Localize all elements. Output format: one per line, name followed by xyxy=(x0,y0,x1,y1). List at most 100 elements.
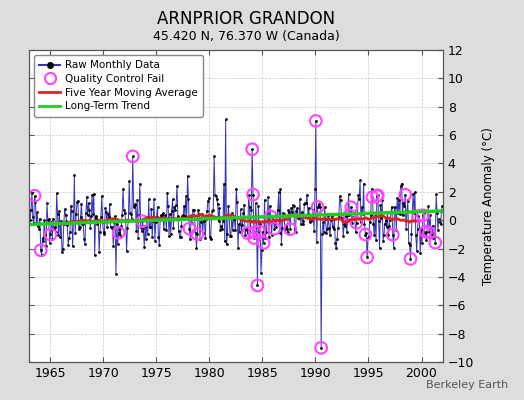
Point xyxy=(31,199,40,205)
Point xyxy=(215,205,224,212)
Point xyxy=(227,210,236,216)
Point xyxy=(307,218,315,224)
Point xyxy=(329,224,337,230)
Point xyxy=(282,226,291,232)
Point xyxy=(84,200,93,206)
Point xyxy=(390,204,399,210)
Point xyxy=(292,208,301,214)
Point xyxy=(105,201,114,207)
Point xyxy=(255,228,264,235)
Point xyxy=(249,191,257,198)
Point xyxy=(100,230,108,237)
Point xyxy=(48,236,57,242)
Point xyxy=(116,232,125,238)
Point xyxy=(145,224,154,230)
Point xyxy=(73,199,81,205)
Point xyxy=(194,207,202,213)
Point xyxy=(259,240,268,246)
Point xyxy=(389,232,397,238)
Point xyxy=(63,222,71,228)
Point xyxy=(312,118,320,124)
Point xyxy=(298,218,307,225)
Point xyxy=(337,214,346,221)
Point xyxy=(307,212,315,219)
Point xyxy=(401,192,409,198)
Point xyxy=(33,209,41,216)
Point xyxy=(336,197,345,204)
Point xyxy=(168,196,177,203)
Point xyxy=(316,204,324,210)
Point xyxy=(403,198,412,204)
Point xyxy=(171,207,179,214)
Point xyxy=(272,223,280,230)
Point xyxy=(358,211,367,217)
Point xyxy=(370,232,378,238)
Point xyxy=(233,199,242,205)
Point xyxy=(182,215,191,222)
Point xyxy=(209,206,217,213)
Point xyxy=(173,212,182,219)
Point xyxy=(321,204,329,211)
Point xyxy=(236,228,244,235)
Point xyxy=(225,212,233,219)
Point xyxy=(122,216,130,223)
Point xyxy=(199,218,208,224)
Point xyxy=(300,200,309,207)
Point xyxy=(108,225,117,231)
Point xyxy=(383,224,391,230)
Point xyxy=(193,231,202,237)
Point xyxy=(294,214,302,221)
Point xyxy=(383,209,391,215)
Point xyxy=(392,227,400,233)
Point xyxy=(151,238,159,244)
Point xyxy=(219,218,227,224)
Point xyxy=(61,212,70,218)
Point xyxy=(187,214,195,220)
Point xyxy=(378,197,386,203)
Point xyxy=(321,216,330,222)
Point xyxy=(80,236,89,242)
Point xyxy=(57,218,66,224)
Point xyxy=(199,230,207,236)
Point xyxy=(105,214,113,220)
Point xyxy=(335,214,343,220)
Point xyxy=(152,213,161,220)
Point xyxy=(141,222,149,229)
Point xyxy=(293,205,301,211)
Point xyxy=(397,182,405,189)
Point xyxy=(128,153,137,160)
Point xyxy=(204,197,212,204)
Point xyxy=(107,224,116,230)
Point xyxy=(331,240,340,246)
Point xyxy=(137,228,146,234)
Point xyxy=(27,206,35,213)
Point xyxy=(129,203,138,210)
Point xyxy=(375,218,383,225)
Point xyxy=(310,228,318,234)
Point xyxy=(87,213,95,220)
Point xyxy=(70,172,79,178)
Point xyxy=(388,204,396,210)
Point xyxy=(146,224,155,230)
Point xyxy=(164,203,172,209)
Point xyxy=(128,216,136,222)
Point xyxy=(131,200,139,207)
Point xyxy=(132,227,140,234)
Point xyxy=(356,177,364,184)
Point xyxy=(412,248,421,254)
Point xyxy=(347,204,355,210)
Point xyxy=(366,219,374,225)
Point xyxy=(267,232,276,238)
Point xyxy=(436,221,445,227)
Point xyxy=(59,246,67,252)
Point xyxy=(177,222,185,229)
Point xyxy=(104,210,112,217)
Point xyxy=(166,210,174,217)
Point xyxy=(97,214,105,220)
Point xyxy=(100,228,108,235)
Point xyxy=(420,230,429,237)
Point xyxy=(243,227,251,233)
Point xyxy=(359,180,368,187)
Point xyxy=(46,231,54,238)
Point xyxy=(240,202,248,208)
